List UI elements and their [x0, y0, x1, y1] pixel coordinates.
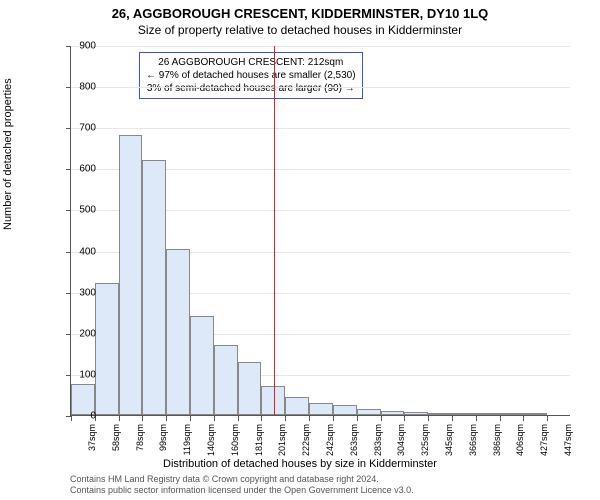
- xtick-label: 386sqm: [492, 424, 502, 458]
- xtick-label: 447sqm: [563, 424, 573, 458]
- gridline: [71, 128, 570, 129]
- xtick-mark: [452, 416, 453, 421]
- xtick-label: 119sqm: [182, 424, 192, 458]
- ytick-mark: [66, 252, 71, 253]
- xtick-mark: [285, 416, 286, 421]
- ytick-mark: [66, 293, 71, 294]
- chart-title-sub: Size of property relative to detached ho…: [0, 21, 600, 37]
- xtick-mark: [190, 416, 191, 421]
- ytick-mark: [66, 334, 71, 335]
- ytick-label: 0: [90, 411, 96, 422]
- ytick-label: 700: [79, 123, 96, 134]
- histogram-bar: [119, 135, 143, 415]
- xtick-mark: [381, 416, 382, 421]
- xtick-mark: [357, 416, 358, 421]
- xtick-mark: [476, 416, 477, 421]
- ytick-label: 400: [79, 246, 96, 257]
- histogram-bar: [452, 413, 476, 415]
- ytick-mark: [66, 128, 71, 129]
- xtick-mark: [142, 416, 143, 421]
- xtick-mark: [404, 416, 405, 421]
- ytick-label: 800: [79, 82, 96, 93]
- xtick-mark: [71, 416, 72, 421]
- ytick-label: 600: [79, 164, 96, 175]
- histogram-bar: [214, 345, 238, 415]
- histogram-bar: [142, 160, 166, 415]
- plot-area: 26 AGGBOROUGH CRESCENT: 212sqm ← 97% of …: [70, 46, 570, 416]
- xtick-mark: [523, 416, 524, 421]
- histogram-bar: [285, 397, 309, 416]
- histogram-bar: [381, 411, 405, 415]
- xtick-label: 78sqm: [135, 424, 145, 458]
- xtick-mark: [309, 416, 310, 421]
- histogram-bar: [95, 283, 119, 415]
- footer-line2: Contains public sector information licen…: [70, 485, 414, 496]
- xtick-mark: [428, 416, 429, 421]
- xtick-mark: [333, 416, 334, 421]
- histogram-bar: [309, 403, 333, 415]
- histogram-bar: [333, 405, 357, 415]
- xtick-mark: [214, 416, 215, 421]
- annot-line1: 26 AGGBOROUGH CRESCENT: 212sqm: [146, 56, 356, 69]
- y-axis-label: Number of detached properties: [2, 78, 14, 230]
- histogram-bar: [190, 316, 214, 415]
- histogram-bar: [166, 249, 190, 416]
- xtick-label: 427sqm: [539, 424, 549, 458]
- histogram-bar: [500, 413, 524, 415]
- xtick-label: 345sqm: [444, 424, 454, 458]
- x-axis-label: Distribution of detached houses by size …: [0, 458, 600, 470]
- histogram-bar: [238, 362, 262, 415]
- footer-line1: Contains HM Land Registry data © Crown c…: [70, 474, 414, 485]
- xtick-mark: [166, 416, 167, 421]
- xtick-label: 222sqm: [301, 424, 311, 458]
- xtick-label: 99sqm: [158, 424, 168, 458]
- xtick-label: 325sqm: [420, 424, 430, 458]
- ytick-mark: [66, 169, 71, 170]
- xtick-label: 304sqm: [396, 424, 406, 458]
- xtick-mark: [261, 416, 262, 421]
- ytick-mark: [66, 87, 71, 88]
- histogram-bar: [404, 412, 428, 415]
- xtick-mark: [500, 416, 501, 421]
- xtick-label: 160sqm: [230, 424, 240, 458]
- xtick-label: 366sqm: [468, 424, 478, 458]
- chart-container: 26, AGGBOROUGH CRESCENT, KIDDERMINSTER, …: [0, 0, 600, 500]
- xtick-mark: [119, 416, 120, 421]
- gridline: [71, 87, 570, 88]
- xtick-mark: [238, 416, 239, 421]
- ytick-label: 500: [79, 205, 96, 216]
- ytick-label: 900: [79, 41, 96, 52]
- ytick-mark: [66, 46, 71, 47]
- xtick-label: 140sqm: [206, 424, 216, 458]
- ytick-mark: [66, 210, 71, 211]
- xtick-label: 58sqm: [111, 424, 121, 458]
- histogram-bar: [357, 409, 381, 415]
- xtick-label: 181sqm: [254, 424, 264, 458]
- annotation-box: 26 AGGBOROUGH CRESCENT: 212sqm ← 97% of …: [139, 52, 363, 99]
- marker-line: [274, 46, 275, 415]
- chart-title-main: 26, AGGBOROUGH CRESCENT, KIDDERMINSTER, …: [0, 0, 600, 21]
- xtick-label: 406sqm: [515, 424, 525, 458]
- ytick-label: 200: [79, 328, 96, 339]
- ytick-label: 100: [79, 369, 96, 380]
- xtick-label: 37sqm: [87, 424, 97, 458]
- histogram-bar: [476, 413, 500, 415]
- gridline: [71, 46, 570, 47]
- histogram-bar: [523, 413, 547, 415]
- histogram-bar: [428, 413, 452, 415]
- xtick-label: 242sqm: [325, 424, 335, 458]
- xtick-label: 201sqm: [277, 424, 287, 458]
- ytick-label: 300: [79, 287, 96, 298]
- footer-credits: Contains HM Land Registry data © Crown c…: [70, 474, 414, 496]
- ytick-mark: [66, 375, 71, 376]
- annot-line3: 3% of semi-detached houses are larger (9…: [146, 82, 356, 95]
- xtick-label: 283sqm: [373, 424, 383, 458]
- xtick-mark: [547, 416, 548, 421]
- annot-line2: ← 97% of detached houses are smaller (2,…: [146, 69, 356, 82]
- xtick-label: 263sqm: [349, 424, 359, 458]
